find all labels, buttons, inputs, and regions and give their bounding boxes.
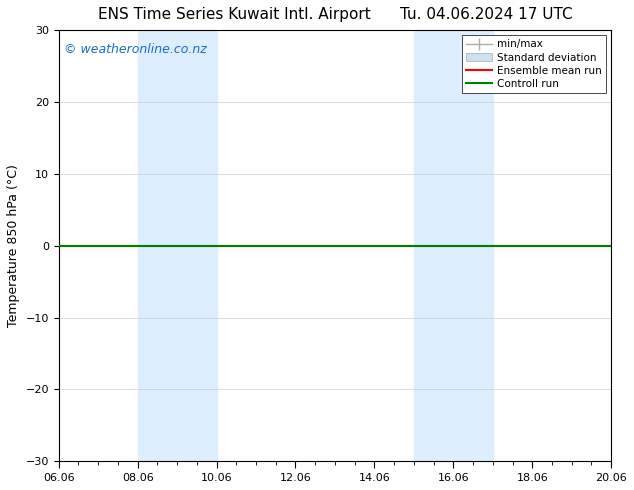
Bar bbox=[138, 30, 217, 461]
Legend: min/max, Standard deviation, Ensemble mean run, Controll run: min/max, Standard deviation, Ensemble me… bbox=[462, 35, 606, 93]
Text: © weatheronline.co.nz: © weatheronline.co.nz bbox=[64, 43, 207, 56]
Y-axis label: Temperature 850 hPa (°C): Temperature 850 hPa (°C) bbox=[7, 164, 20, 327]
Title: ENS Time Series Kuwait Intl. Airport      Tu. 04.06.2024 17 UTC: ENS Time Series Kuwait Intl. Airport Tu.… bbox=[98, 7, 573, 22]
Bar bbox=[414, 30, 493, 461]
